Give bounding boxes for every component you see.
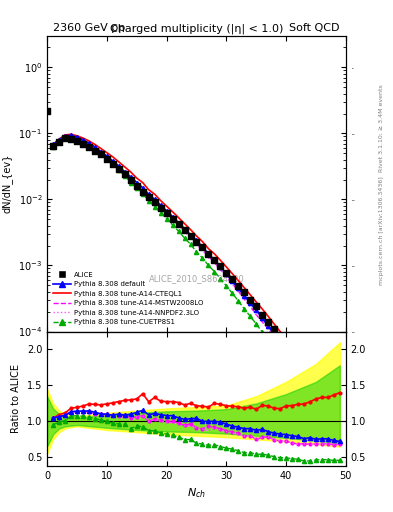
Point	[307, 371, 313, 379]
Point	[152, 198, 158, 206]
Point	[140, 188, 146, 196]
Point	[241, 288, 248, 296]
Point	[259, 311, 265, 319]
Point	[301, 363, 307, 371]
Point	[116, 165, 122, 173]
Point	[271, 325, 277, 333]
Point	[223, 268, 230, 276]
Point	[289, 347, 295, 355]
Point	[331, 404, 337, 413]
Text: Rivet 3.1.10; ≥ 3.4M events: Rivet 3.1.10; ≥ 3.4M events	[379, 84, 384, 172]
Point	[104, 155, 110, 163]
Point	[62, 134, 68, 142]
Point	[56, 138, 62, 146]
Y-axis label: dN/dN_{ev}: dN/dN_{ev}	[2, 154, 13, 214]
Point	[235, 282, 241, 290]
Point	[265, 318, 271, 326]
Point	[193, 238, 200, 246]
Text: 2360 GeV pp: 2360 GeV pp	[53, 23, 125, 33]
Point	[337, 413, 343, 421]
Point	[247, 296, 253, 304]
Point	[325, 396, 331, 404]
Point	[145, 193, 152, 201]
Point	[80, 140, 86, 148]
Point	[295, 355, 301, 364]
Point	[277, 332, 283, 340]
Text: ALICE_2010_S8624100: ALICE_2010_S8624100	[149, 274, 244, 283]
Text: Soft QCD: Soft QCD	[289, 23, 340, 33]
Point	[44, 106, 50, 115]
Y-axis label: Ratio to ALICE: Ratio to ALICE	[11, 364, 21, 433]
Point	[68, 135, 74, 143]
Title: Charged multiplicity (|η| < 1.0): Charged multiplicity (|η| < 1.0)	[110, 24, 283, 34]
Point	[205, 250, 211, 258]
Point	[92, 146, 98, 155]
Point	[163, 209, 170, 217]
Point	[98, 151, 104, 159]
Point	[86, 143, 92, 151]
Point	[122, 170, 128, 178]
Point	[313, 380, 319, 388]
Point	[182, 225, 188, 233]
Legend: ALICE, Pythia 8.308 default, Pythia 8.308 tune-A14-CTEQL1, Pythia 8.308 tune-A14: ALICE, Pythia 8.308 default, Pythia 8.30…	[51, 269, 206, 328]
Point	[50, 142, 56, 150]
Point	[187, 232, 194, 240]
Point	[229, 275, 235, 283]
Point	[217, 262, 224, 270]
Point	[128, 176, 134, 184]
Point	[134, 182, 140, 190]
Point	[158, 204, 164, 212]
Point	[319, 388, 325, 396]
Text: mcplots.cern.ch [arXiv:1306.3436]: mcplots.cern.ch [arXiv:1306.3436]	[379, 176, 384, 285]
Point	[211, 256, 218, 264]
Point	[175, 220, 182, 228]
Point	[74, 137, 80, 145]
Point	[110, 159, 116, 167]
Point	[199, 243, 206, 251]
Point	[253, 302, 259, 310]
Point	[169, 215, 176, 223]
X-axis label: $N_{ch}$: $N_{ch}$	[187, 486, 206, 500]
Point	[283, 340, 289, 348]
